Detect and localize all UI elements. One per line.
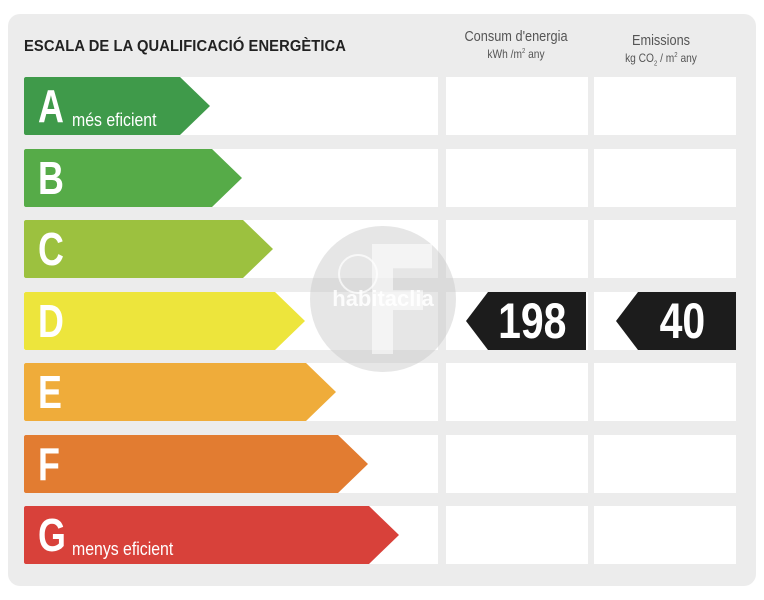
rating-letter: B xyxy=(38,152,64,204)
emissions-header: Emissions kg CO2 / m2 any xyxy=(597,32,725,67)
rating-description: menys eficient xyxy=(72,539,174,559)
consum-cell xyxy=(446,149,588,207)
consum-header: Consum d'energia kWh /m2 any xyxy=(448,28,584,61)
consum-cell xyxy=(446,77,588,135)
rating-arrow-c: C xyxy=(24,220,273,278)
emissions-value-pointer: 40 xyxy=(616,292,736,350)
watermark-globe-icon xyxy=(338,254,378,294)
rating-arrow-f: F xyxy=(24,435,368,493)
rating-arrow-e: E xyxy=(24,363,336,421)
consum-value: 198 xyxy=(498,293,567,349)
rating-letter: G xyxy=(38,509,66,561)
rating-letter: A xyxy=(38,80,64,132)
emissions-cell xyxy=(594,435,736,493)
watermark-text: habitaclia xyxy=(332,286,434,311)
rating-letter: F xyxy=(38,438,60,490)
rating-letter: D xyxy=(38,295,64,347)
label-title: ESCALA DE LA QUALIFICACIÓ ENERGÈTICA xyxy=(24,38,346,55)
consum-cell xyxy=(446,220,588,278)
emissions-cell xyxy=(594,77,736,135)
consum-cell xyxy=(446,363,588,421)
emissions-cell xyxy=(594,220,736,278)
rating-description: més eficient xyxy=(72,110,157,130)
emissions-value: 40 xyxy=(659,293,706,349)
rating-arrow-d: D xyxy=(24,292,305,350)
rating-arrow-b: B xyxy=(24,149,242,207)
habitaclia-watermark: habitaclia xyxy=(310,226,456,372)
emissions-cell xyxy=(594,149,736,207)
emissions-header-title: Emissions xyxy=(631,32,691,49)
emissions-header-unit: kg CO2 / m2 any xyxy=(625,51,697,68)
consum-cell xyxy=(446,435,588,493)
consum-header-unit: kWh /m2 any xyxy=(487,47,545,61)
consum-cell xyxy=(446,506,588,564)
rating-letter: C xyxy=(38,223,64,275)
consum-value-pointer: 198 xyxy=(466,292,586,350)
emissions-cell xyxy=(594,506,736,564)
rating-letter: E xyxy=(38,366,62,418)
emissions-cell xyxy=(594,363,736,421)
consum-header-title: Consum d'energia xyxy=(464,28,568,45)
